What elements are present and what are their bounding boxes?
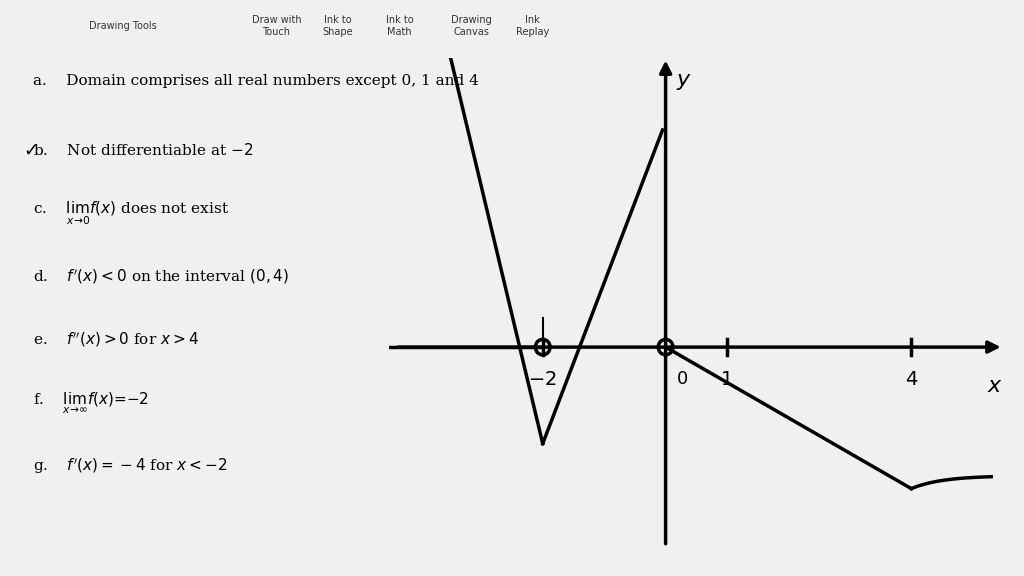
Text: $\checkmark$: $\checkmark$	[23, 141, 37, 159]
Text: 4: 4	[905, 370, 918, 389]
Text: Drawing
Canvas: Drawing Canvas	[451, 15, 492, 37]
Text: Ink
Replay: Ink Replay	[516, 15, 549, 37]
Text: $-2$: $-2$	[528, 370, 557, 389]
Text: x: x	[987, 376, 1000, 396]
Text: c.    $\lim_{x \to 0} f(x)$ does not exist: c. $\lim_{x \to 0} f(x)$ does not exist	[33, 199, 229, 227]
Text: e.    $f''(x) > 0$ for $x > 4$: e. $f''(x) > 0$ for $x > 4$	[33, 331, 199, 349]
Text: Draw with
Touch: Draw with Touch	[252, 15, 301, 37]
Text: f.    $\lim_{x \to \infty} f(x) = -2$: f. $\lim_{x \to \infty} f(x) = -2$	[33, 391, 148, 416]
Text: b.    Not differentiable at $-2$: b. Not differentiable at $-2$	[33, 142, 253, 158]
Text: 0: 0	[677, 370, 688, 388]
Text: Ink to
Shape: Ink to Shape	[323, 15, 353, 37]
Text: a.    Domain comprises all real numbers except 0, 1 and 4: a. Domain comprises all real numbers exc…	[33, 74, 478, 88]
Text: y: y	[677, 70, 690, 90]
Text: 1: 1	[721, 370, 733, 389]
Text: g.    $f'(x) = -4$ for $x < -2$: g. $f'(x) = -4$ for $x < -2$	[33, 457, 227, 476]
Text: d.    $f'(x) < 0$ on the interval $(0, 4)$: d. $f'(x) < 0$ on the interval $(0, 4)$	[33, 267, 289, 286]
Text: Drawing Tools: Drawing Tools	[89, 21, 157, 31]
Text: Ink to
Math: Ink to Math	[386, 15, 413, 37]
